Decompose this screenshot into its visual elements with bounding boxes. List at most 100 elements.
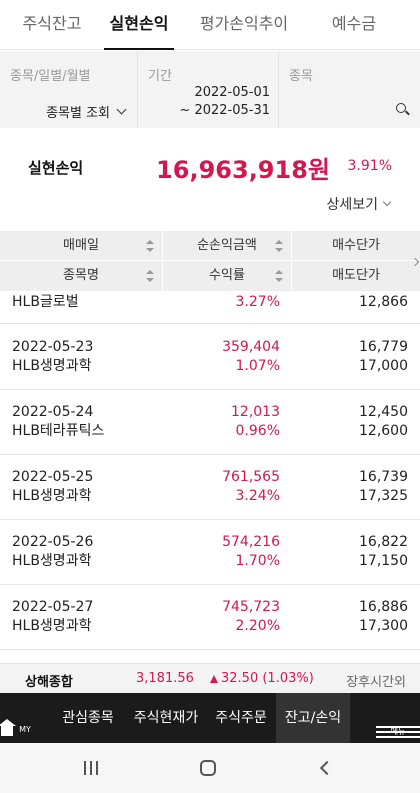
buy-price: 16,779 [359, 339, 408, 355]
buy-price: 16,822 [359, 534, 408, 550]
nav-my-label: MY [19, 725, 31, 734]
return-rate: 2.20% [235, 618, 280, 634]
sort-icon [275, 270, 283, 282]
chevron-down-icon [382, 197, 392, 207]
tab-stock-balance[interactable]: 주식잔고 [22, 14, 82, 33]
tab-valuation-trend[interactable]: 평가손익추이 [199, 14, 289, 33]
nav-balance-pnl[interactable]: 잔고/손익 [276, 693, 350, 743]
tab-realized-pnl[interactable]: 실현손익 [104, 0, 174, 50]
filter-bar: 종목/일별/월별 종목별 조회 기간 2022-05-01 ~ 2022-05-… [0, 51, 420, 128]
nav-menu-button[interactable]: 메뉴 [376, 693, 420, 743]
header-stock-name[interactable]: 종목명 [0, 261, 163, 291]
stock-name: HLB생명과학 [12, 488, 92, 504]
table-row[interactable]: 2022-05-25 761,565 16,739 HLB생명과학 3.24% … [0, 455, 420, 520]
return-rate: 0.96% [235, 423, 280, 439]
trade-date: 2022-05-24 [12, 404, 94, 420]
chevron-down-icon [116, 104, 127, 115]
header-row-1: 매매일 순손익금액 매수단가 [0, 231, 420, 261]
top-tab-bar: 주식잔고 실현손익 평가손익추이 예수금 [0, 0, 420, 50]
header-label: 종목명 [63, 268, 99, 283]
index-change-value: 32.50 (1.03%) [221, 671, 314, 686]
table-row[interactable]: HLB글로벌 3.27% 12,866 [0, 291, 420, 324]
buy-price: 16,886 [359, 599, 408, 615]
summary-amount: 16,963,918원 [156, 156, 330, 184]
trade-date: 2022-05-25 [12, 469, 94, 485]
market-status: 장후시간외 [346, 675, 406, 690]
view-type-label: 종목/일별/월별 [10, 69, 91, 84]
return-rate: 3.27% [235, 294, 280, 310]
detail-view-label: 상세보기 [326, 197, 378, 213]
table-row[interactable]: 2022-05-27 745,723 16,886 HLB생명과학 2.20% … [0, 585, 420, 650]
return-rate: 3.24% [235, 488, 280, 504]
sell-price: 17,325 [359, 488, 408, 504]
nav-current-price[interactable]: 주식현재가 [133, 710, 199, 726]
header-return-rate[interactable]: 수익률 [163, 261, 292, 291]
header-net-pnl[interactable]: 순손익금액 [163, 231, 292, 260]
period-filter[interactable]: 기간 2022-05-01 ~ 2022-05-31 [138, 51, 279, 128]
header-label: 순손익금액 [197, 238, 257, 253]
home-button-icon[interactable] [200, 760, 216, 776]
header-label: 매도단가 [332, 268, 380, 283]
net-pnl: 12,013 [231, 404, 280, 420]
summary-label: 실현손익 [28, 159, 84, 177]
nav-menu-label: 메뉴 [390, 727, 406, 736]
period-start: 2022-05-01 [194, 85, 270, 100]
net-pnl: 359,404 [222, 339, 280, 355]
stock-label: 종목 [289, 69, 313, 84]
index-ticker[interactable]: 상해종합 3,181.56 32.50 (1.03%) 장후시간외 [0, 663, 420, 693]
header-label: 매수단가 [332, 238, 380, 253]
view-type-filter[interactable]: 종목/일별/월별 종목별 조회 [0, 51, 138, 128]
hamburger-icon [376, 726, 420, 728]
home-icon [0, 719, 50, 737]
net-pnl: 761,565 [222, 469, 280, 485]
index-value: 3,181.56 [136, 671, 194, 686]
header-label: 매매일 [63, 238, 99, 253]
index-name: 상해종합 [25, 675, 73, 690]
recent-apps-icon[interactable] [84, 761, 98, 775]
header-trade-date[interactable]: 매매일 [0, 231, 163, 260]
nav-my-button[interactable]: MY [0, 693, 50, 743]
stock-filter[interactable]: 종목 [279, 51, 420, 128]
sort-icon [146, 240, 154, 252]
stock-name: HLB생명과학 [12, 358, 92, 374]
trade-date: 2022-05-26 [12, 534, 94, 550]
system-nav-bar [0, 743, 420, 793]
back-icon[interactable] [319, 760, 335, 776]
nav-watchlist[interactable]: 관심종목 [62, 710, 114, 726]
up-arrow-icon [210, 674, 218, 683]
stock-name: HLB테라퓨틱스 [12, 423, 105, 439]
view-type-select[interactable]: 종목별 조회 [46, 102, 127, 121]
search-icon[interactable] [396, 103, 406, 113]
trade-date: 2022-05-23 [12, 339, 94, 355]
header-buy-price[interactable]: 매수단가 [292, 231, 420, 260]
period-end: ~ 2022-05-31 [179, 103, 270, 118]
stock-name: HLB생명과학 [12, 618, 92, 634]
header-row-2: 종목명 수익률 매도단가 [0, 261, 420, 291]
sort-icon [146, 270, 154, 282]
sell-price: 12,600 [359, 423, 408, 439]
table-row[interactable]: 2022-05-23 359,404 16,779 HLB생명과학 1.07% … [0, 325, 420, 390]
header-sell-price[interactable]: 매도단가 [292, 261, 420, 291]
sort-icon [275, 240, 283, 252]
header-label: 수익률 [209, 268, 245, 283]
trade-date: 2022-05-27 [12, 599, 94, 615]
sell-price: 17,000 [359, 358, 408, 374]
detail-view-button[interactable]: 상세보기 [326, 194, 392, 214]
realized-pnl-summary: 실현손익 16,963,918원 3.91% 상세보기 [0, 130, 420, 230]
sell-price: 12,866 [359, 294, 408, 310]
net-pnl: 745,723 [222, 599, 280, 615]
summary-rate: 3.91% [347, 158, 392, 174]
table-row[interactable]: 2022-05-24 12,013 12,450 HLB테라퓨틱스 0.96% … [0, 390, 420, 455]
return-rate: 1.70% [235, 553, 280, 569]
bottom-nav: MY 관심종목 주식현재가 주식주문 잔고/손익 메뉴 [0, 693, 420, 743]
tab-deposit[interactable]: 예수금 [331, 14, 377, 33]
stock-name: HLB글로벌 [12, 294, 79, 310]
table-row[interactable]: 2022-05-26 574,216 16,822 HLB생명과학 1.70% … [0, 520, 420, 585]
nav-order[interactable]: 주식주문 [215, 710, 267, 726]
sell-price: 17,150 [359, 553, 408, 569]
table-header: 매매일 순손익금액 매수단가 종목명 수익률 매도단가 [0, 231, 420, 291]
return-rate: 1.07% [235, 358, 280, 374]
buy-price: 12,450 [359, 404, 408, 420]
sell-price: 17,300 [359, 618, 408, 634]
pnl-list[interactable]: HLB글로벌 3.27% 12,866 2022-05-23 359,404 1… [0, 291, 420, 663]
